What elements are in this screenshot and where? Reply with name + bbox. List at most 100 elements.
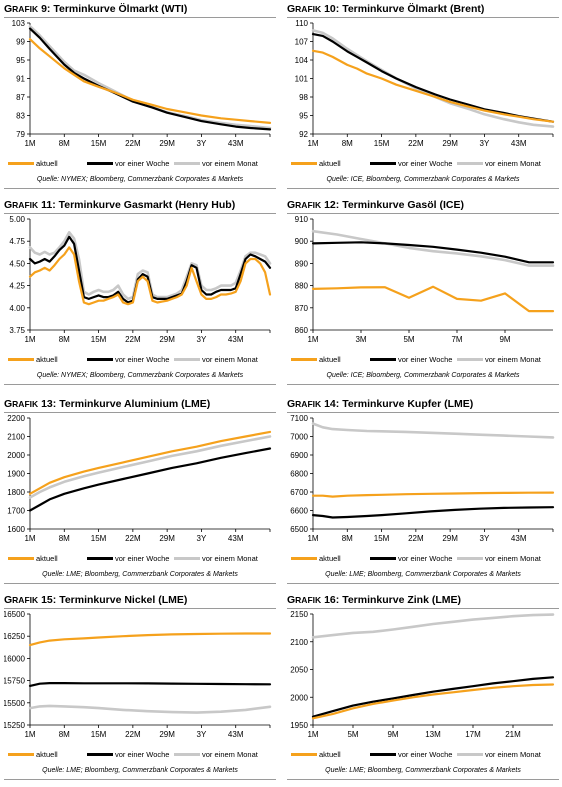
x-tick-label: 15M [374,534,390,543]
series-line-monat [28,704,272,714]
legend-label: vor einer Woche [398,355,453,364]
title-number: 14 [324,398,336,410]
series-line-woche [311,676,555,718]
x-tick-label: 9M [387,730,398,739]
legend-label: aktuell [36,750,58,759]
title-rule [4,608,276,609]
y-tick-label: 1800 [7,488,25,497]
legend-swatch [174,753,200,756]
x-tick-label: 29M [159,534,175,543]
y-tick-label: 98 [299,93,308,102]
x-tick-label: 29M [159,335,175,344]
title-heading: Terminkurve Kupfer (LME) [342,398,474,410]
source-note: Quelle: ICE; Bloomberg, Commerzbank Corp… [326,372,520,379]
legend-swatch [87,358,113,361]
series-line-woche [311,33,555,123]
chart-title: GRAFIK 10: Terminkurve Ölmarkt (Brent) [287,3,485,15]
x-tick-label: 3Y [480,139,490,148]
legend-swatch [291,358,317,361]
legend-item-woche: vor einer Woche [370,355,452,364]
y-tick-label: 104 [295,56,309,65]
series-line-aktuell [311,285,555,313]
y-tick-label: 6500 [290,525,308,534]
x-tick-label: 21M [505,730,521,739]
title-prefix-rafik: RAFIK [295,399,322,409]
legend-label: vor einer Woche [115,159,170,168]
y-tick-label: 6900 [290,451,308,460]
x-tick-label: 1M [24,534,35,543]
bottom-rule [4,188,276,189]
line-chart: 860 870 880 890 900 910 1M 3M 5M 7M 9M [295,215,555,344]
legend-label: vor einem Monat [485,355,541,364]
legend: aktuell vor einer Woche vor einem Monat [287,159,559,171]
title-prefix-rafik: RAFIK [12,4,39,14]
y-tick-label: 2000 [290,693,308,702]
x-tick-label: 8M [342,139,353,148]
legend-label: vor einer Woche [398,554,453,563]
y-tick-label: 95 [16,56,25,65]
legend-item-aktuell: aktuell [291,750,341,759]
legend-label: vor einem Monat [485,554,541,563]
y-tick-label: 3.75 [9,326,25,335]
legend-item-monat: vor einem Monat [174,750,258,759]
series-line-monat [28,24,272,130]
y-tick-label: 6800 [290,470,308,479]
title-number: 16 [324,594,336,606]
y-tick-label: 1900 [7,470,25,479]
legend: aktuell vor einer Woche vor einem Monat [4,355,276,367]
series-line-aktuell [311,683,555,720]
line-chart: 79 83 87 91 95 99 103 1M 8M 15M 22M 29M 3Y 43M [12,19,272,148]
x-tick-label: 1M [307,534,318,543]
series-line-aktuell [28,246,272,306]
legend-label: vor einem Monat [202,355,258,364]
legend-item-woche: vor einer Woche [87,750,169,759]
y-tick-label: 860 [295,326,309,335]
x-tick-label: 22M [408,534,424,543]
x-tick-label: 22M [125,139,141,148]
y-tick-label: 107 [295,38,309,47]
legend-item-monat: vor einem Monat [457,554,541,563]
series-line-woche [311,506,555,519]
legend-label: aktuell [36,554,58,563]
legend-label: vor einem Monat [485,159,541,168]
legend-swatch [291,753,317,756]
x-tick-label: 3Y [197,335,207,344]
legend-item-aktuell: aktuell [8,750,58,759]
chart-panel: GRAFIK 14: Terminkurve Kupfer (LME) 6500 6… [287,397,559,591]
series-line-aktuell [28,632,272,647]
x-tick-label: 3Y [197,730,207,739]
series-line-monat [311,229,555,267]
title-heading: Terminkurve Gasmarkt (Henry Hub) [58,199,236,211]
chart-title: GRAFIK 16: Terminkurve Zink (LME) [287,594,462,606]
legend-item-woche: vor einer Woche [87,554,169,563]
line-chart: 1600 1700 1800 1900 2000 2100 2200 1M 8M 15M 22M 29… [7,414,272,543]
x-tick-label: 8M [59,534,70,543]
series-line-woche [28,681,272,688]
x-tick-label: 9M [499,335,510,344]
title-prefix-G: G [4,398,13,410]
title-prefix-rafik: RAFIK [295,200,322,210]
legend-swatch [291,557,317,560]
source-note: Quelle: LME; Bloomberg, Commerzbank Corp… [325,571,521,578]
title-number: 15 [41,594,53,606]
legend-item-aktuell: aktuell [291,159,341,168]
legend-label: vor einer Woche [398,159,453,168]
series-line-aktuell [28,38,272,125]
source-note: Quelle: NYMEX; Bloomberg, Commerzbank Co… [36,176,244,183]
y-tick-label: 870 [295,304,309,313]
y-tick-label: 99 [16,38,25,47]
legend-swatch [457,753,483,756]
x-tick-label: 8M [59,139,70,148]
x-tick-label: 8M [59,335,70,344]
title-number: 9 [41,3,47,15]
y-tick-label: 1700 [7,507,25,516]
legend-swatch [370,358,396,361]
legend-swatch [8,557,34,560]
legend-label: aktuell [319,750,341,759]
x-tick-label: 8M [59,730,70,739]
legend-swatch [8,753,34,756]
y-tick-label: 7000 [290,433,308,442]
title-number: 11 [41,199,53,211]
line-chart: 3.75 4.00 4.25 4.50 4.75 5.00 1M 8M 15M 22M 29M 3Y 4… [9,215,272,344]
y-tick-label: 15250 [4,721,26,730]
